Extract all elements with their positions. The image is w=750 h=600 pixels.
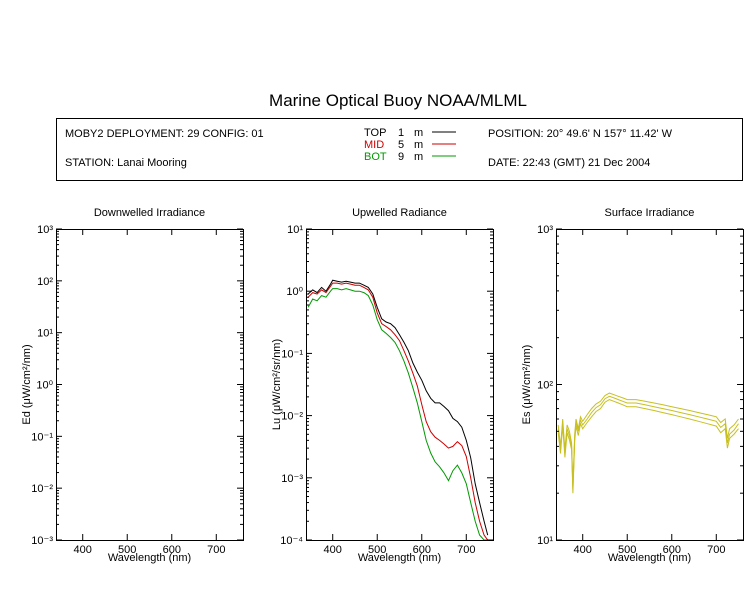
upwelled-radiance-ytick-label-2: 10⁻² <box>281 411 303 423</box>
downwelled-irradiance-plot-frame <box>56 229 244 541</box>
downwelled-irradiance-title: Downwelled Irradiance <box>94 207 205 219</box>
downwelled-irradiance-ytick-label-1: 10⁻² <box>31 483 53 495</box>
downwelled-irradiance-ytick-label-0: 10⁻³ <box>31 535 53 547</box>
surface-irradiance-series-series-2 <box>557 395 739 490</box>
surface-irradiance-ytick-label-1: 10² <box>537 380 553 392</box>
downwelled-irradiance-xlabel: Wavelength (nm) <box>108 552 191 564</box>
surface-irradiance-series-series-3 <box>557 399 739 494</box>
depth-value-bot: 9 <box>398 151 404 163</box>
downwelled-irradiance-ylabel: Ed (μW/cm²/nm) <box>21 344 33 424</box>
downwelled-irradiance-ytick-label-3: 10⁰ <box>36 380 53 392</box>
surface-irradiance-xlabel: Wavelength (nm) <box>608 552 691 564</box>
station-text: STATION: Lanai Mooring <box>65 157 187 169</box>
downwelled-irradiance-ytick-label-6: 10³ <box>37 224 53 236</box>
depth-legend-bot: BOT 9 m <box>364 151 456 163</box>
depth-legend-mid: MID 5 m <box>364 139 456 151</box>
downwelled-irradiance-xtick-label-500: 500 <box>118 544 136 556</box>
depth-label-bot: BOT <box>364 151 387 163</box>
upwelled-radiance-ytick-label-5: 10¹ <box>287 224 303 236</box>
depth-label-mid: MID <box>364 139 384 151</box>
downwelled-irradiance-xtick-label-700: 700 <box>207 544 225 556</box>
upwelled-radiance-ytick-label-1: 10⁻³ <box>281 473 303 485</box>
surface-irradiance-xtick-label-700: 700 <box>707 544 725 556</box>
page-title: Marine Optical Buoy NOAA/MLML <box>269 91 527 110</box>
upwelled-radiance-plot-frame <box>306 229 494 541</box>
surface-irradiance-plot-frame <box>556 229 744 541</box>
downwelled-irradiance-xtick-label-400: 400 <box>74 544 92 556</box>
downwelled-irradiance-chart: Downwelled Irradiance 400 500 600 700 10⁻³ 10⁻… <box>21 207 244 564</box>
depth-unit-bot: m <box>414 151 423 163</box>
position-text: POSITION: 20° 49.6' N 157° 11.42' W <box>488 128 673 140</box>
depth-legend: TOP 1 m MID 5 m BOT 9 m <box>364 127 456 163</box>
surface-irradiance-ytick-label-0: 10¹ <box>537 535 553 547</box>
upwelled-radiance-title: Upwelled Radiance <box>352 207 447 219</box>
surface-irradiance-xtick-label-500: 500 <box>618 544 636 556</box>
depth-legend-top: TOP 1 m <box>364 127 456 139</box>
upwelled-radiance-ytick-label-4: 10⁰ <box>286 286 303 298</box>
upwelled-radiance-series-bot <box>307 288 488 540</box>
downwelled-irradiance-ytick-label-2: 10⁻¹ <box>31 431 53 443</box>
surface-irradiance-series-series-1 <box>557 392 739 487</box>
upwelled-radiance-xtick-label-600: 600 <box>413 544 431 556</box>
downwelled-irradiance-xtick-label-600: 600 <box>163 544 181 556</box>
surface-irradiance-ylabel: Es (μW/cm²/nm) <box>521 345 533 425</box>
upwelled-radiance-ylabel: Lu (μW/cm²/sr/nm) <box>271 339 283 430</box>
upwelled-radiance-xlabel: Wavelength (nm) <box>358 552 441 564</box>
downwelled-irradiance-ytick-label-5: 10² <box>37 276 53 288</box>
chart-panels: Downwelled Irradiance 400 500 600 700 10⁻³ 10⁻… <box>21 207 744 564</box>
depth-value-mid: 5 <box>398 139 404 151</box>
upwelled-radiance-series-mid <box>307 282 489 540</box>
surface-irradiance-chart: Surface Irradiance 400 500 600 700 10¹ 10² 10³ W… <box>521 207 744 564</box>
depth-unit-mid: m <box>414 139 423 151</box>
depth-label-top: TOP <box>364 127 386 139</box>
depth-value-top: 1 <box>398 127 404 139</box>
upwelled-radiance-ytick-label-3: 10⁻¹ <box>281 348 303 360</box>
upwelled-radiance-chart: Upwelled Radiance 400 500 600 700 10⁻⁴ 10⁻³ 10⁻… <box>271 207 494 564</box>
info-box: MOBY2 DEPLOYMENT: 29 CONFIG: 01 STATION:… <box>56 118 743 181</box>
depth-unit-top: m <box>414 127 423 139</box>
surface-irradiance-ytick-label-2: 10³ <box>537 224 553 236</box>
date-text: DATE: 22:43 (GMT) 21 Dec 2004 <box>488 157 650 169</box>
surface-irradiance-xtick-label-400: 400 <box>574 544 592 556</box>
upwelled-radiance-xtick-label-500: 500 <box>368 544 386 556</box>
upwelled-radiance-xtick-label-700: 700 <box>457 544 475 556</box>
surface-irradiance-xtick-label-600: 600 <box>663 544 681 556</box>
upwelled-radiance-ytick-label-0: 10⁻⁴ <box>280 535 303 547</box>
upwelled-radiance-xtick-label-400: 400 <box>324 544 342 556</box>
deployment-text: MOBY2 DEPLOYMENT: 29 CONFIG: 01 <box>65 128 264 140</box>
upwelled-radiance-series-top <box>307 279 489 536</box>
info-box-frame <box>56 118 743 181</box>
downwelled-irradiance-ytick-label-4: 10¹ <box>37 328 53 340</box>
surface-irradiance-title: Surface Irradiance <box>605 207 695 219</box>
